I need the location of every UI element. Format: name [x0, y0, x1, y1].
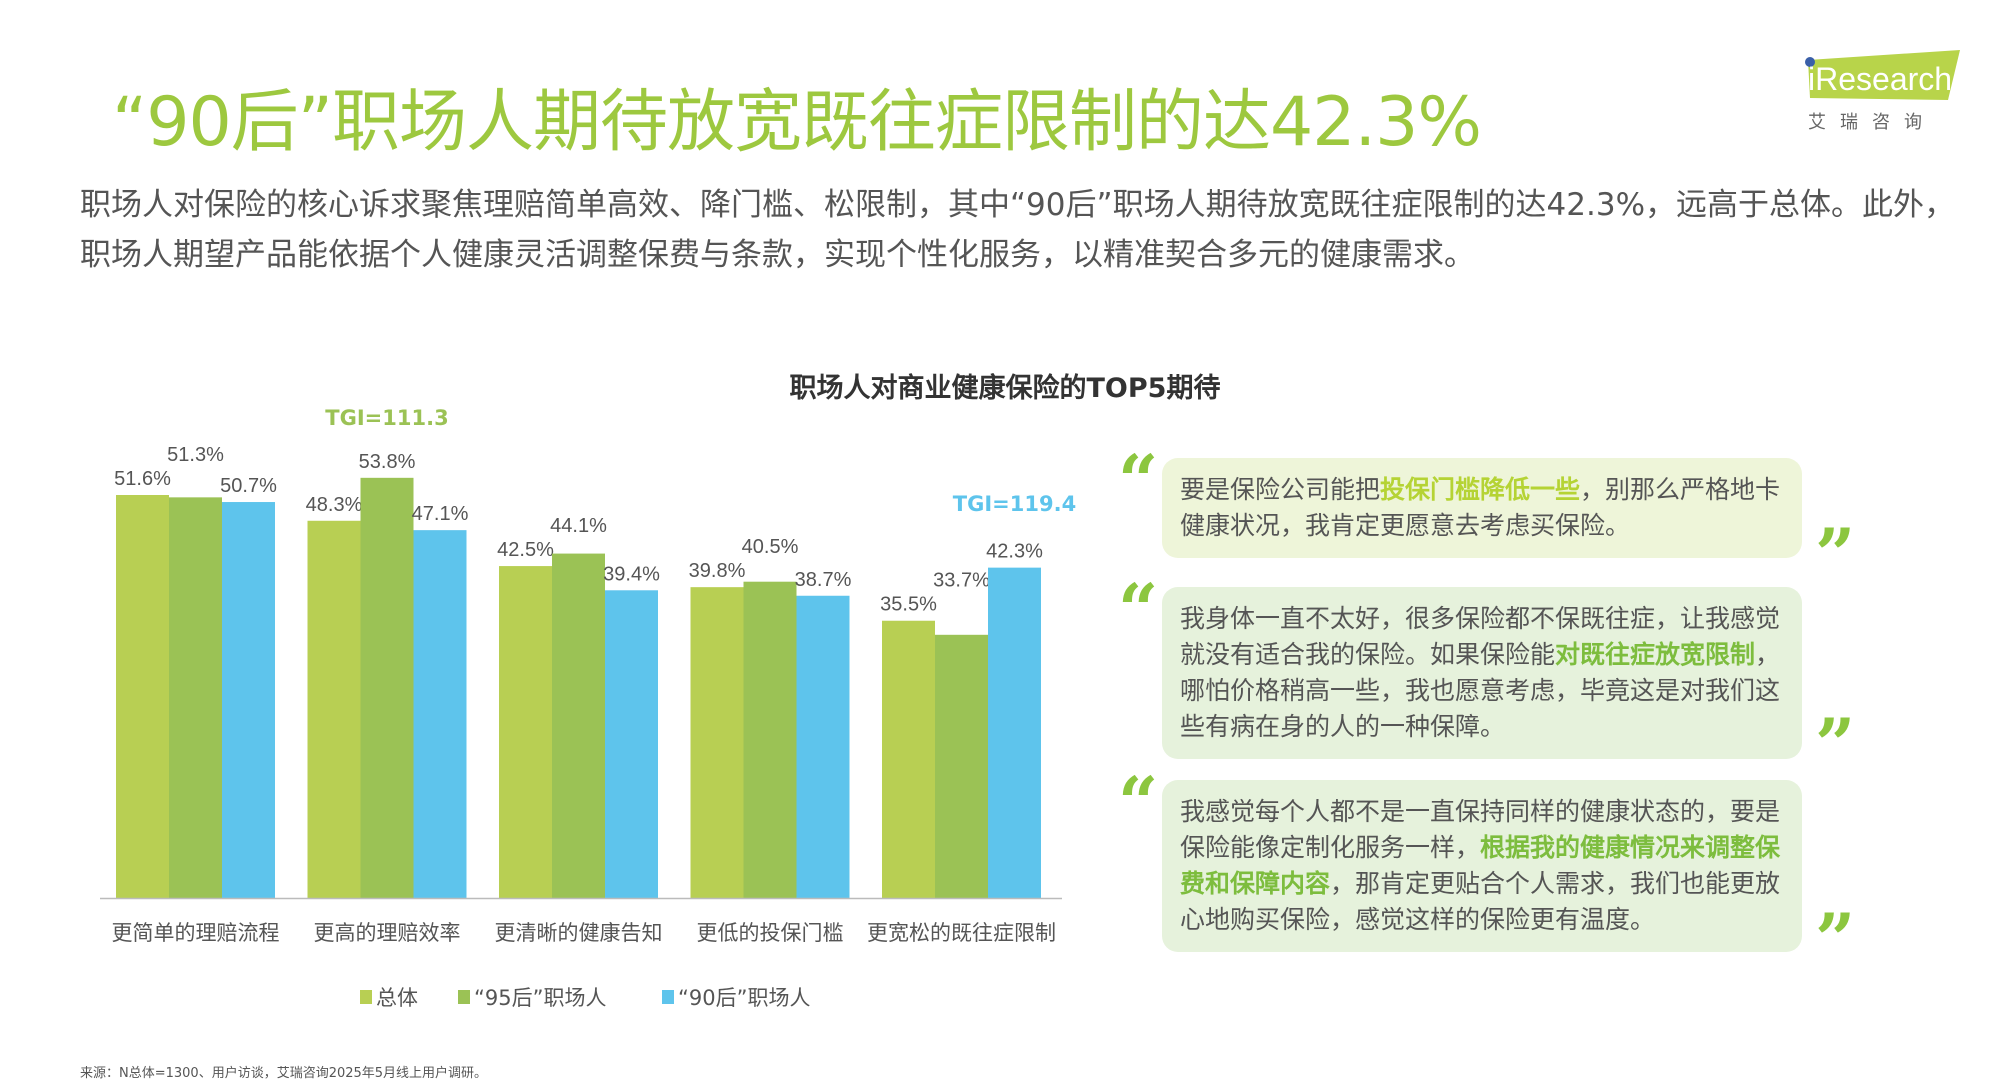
data-label: 38.7%	[795, 569, 852, 591]
data-label: 39.8%	[689, 560, 746, 582]
data-label: 50.7%	[220, 475, 277, 497]
bar	[360, 477, 414, 898]
quote-box: 要是保险公司能把投保门槛降低一些，别那么严格地卡健康状况，我肯定更愿意去考虑买保…	[1162, 458, 1802, 558]
category-label: 更高的理赔效率	[314, 921, 461, 945]
data-label: 33.7%	[933, 570, 990, 592]
quote-text: ，哪怕价格稍高一些，我也愿意考虑，毕竟这是对我们这些有病在身的人的一种保障。	[1180, 640, 1781, 741]
bar	[988, 567, 1041, 898]
category-label: 更宽松的既往症限制	[867, 921, 1056, 945]
quote-highlight: 对既往症放宽限制	[1555, 640, 1756, 669]
data-label: 42.3%	[986, 541, 1043, 563]
page-description: 职场人对保险的核心诉求聚焦理赔简单高效、降门槛、松限制，其中“90后”职场人期待…	[80, 187, 1956, 273]
data-label: 42.5%	[497, 539, 554, 561]
tgi-annotation: TGI=119.4	[953, 492, 1076, 516]
close-quote-icon: ”	[1815, 703, 1856, 786]
quote-box: 我身体一直不太好，很多保险都不保既往症，让我感觉就没有适合我的保险。如果保险能对…	[1162, 587, 1802, 759]
svg-text:iResearch: iResearch	[1808, 61, 1952, 97]
legend-label: 总体	[376, 986, 418, 1010]
category-label: 更简单的理赔流程	[112, 921, 280, 945]
legend-label: “90后”职场人	[678, 986, 810, 1010]
tgi-annotation: TGI=111.3	[325, 406, 448, 430]
bar	[499, 566, 552, 898]
bar	[307, 520, 361, 898]
quote-text: 我感觉每个人都不是一直保持同样的健康状态的，要是保险能像定制化服务一样，	[1180, 797, 1781, 862]
quote-text: 要是保险公司能把	[1180, 475, 1381, 504]
bar	[796, 595, 850, 898]
chart-title: 职场人对商业健康保险的TOP5期待	[789, 373, 1221, 404]
bar	[935, 634, 988, 898]
bar	[169, 497, 222, 898]
bar	[552, 553, 605, 898]
data-label: 35.5%	[880, 594, 937, 616]
bar	[690, 587, 744, 898]
bar	[413, 530, 467, 898]
close-quote-icon: ”	[1815, 513, 1856, 596]
quote-text: 我身体一直不太好，很多保险都不保既往症，让我感觉就没有适合我的保险。如果保险能	[1180, 604, 1781, 669]
data-label: 53.8%	[359, 451, 416, 473]
page-title: “90后”职场人期待放宽既往症限制的达42.3%	[112, 83, 1482, 162]
quote-highlight: 根据我的健康情况来调整保费和保障内容	[1180, 833, 1781, 898]
source-note: 来源：N总体=1300、用户访谈，艾瑞咨询2025年5月线上用户调研。	[80, 1066, 488, 1081]
open-quote-icon: “	[1118, 761, 1159, 844]
legend-swatch	[458, 990, 470, 1004]
legend-label: “95后”职场人	[474, 986, 606, 1010]
data-label: 39.4%	[603, 563, 660, 585]
bar	[882, 620, 935, 898]
close-quote-icon: ”	[1815, 898, 1856, 981]
data-label: 40.5%	[742, 536, 799, 558]
bar	[116, 495, 169, 898]
data-label: 48.3%	[306, 494, 363, 516]
data-label: 44.1%	[550, 515, 607, 537]
category-label: 更清晰的健康告知	[495, 921, 663, 945]
data-label: 51.6%	[114, 468, 171, 490]
iresearch-logo: iResearch 艾瑞咨询	[1800, 48, 1970, 142]
bar	[743, 581, 797, 898]
legend-swatch	[662, 990, 674, 1004]
quote-text: ，别那么严格地卡健康状况，我肯定更愿意去考虑买保险。	[1180, 475, 1781, 540]
quote-highlight: 投保门槛降低一些	[1380, 475, 1581, 504]
open-quote-icon: “	[1118, 439, 1159, 522]
data-label: 51.3%	[167, 444, 224, 466]
data-label: 47.1%	[412, 503, 469, 525]
legend-swatch	[360, 990, 372, 1004]
svg-text:艾瑞咨询: 艾瑞咨询	[1808, 112, 1936, 133]
category-label: 更低的投保门槛	[697, 921, 844, 945]
open-quote-icon: “	[1118, 568, 1159, 651]
quote-text: ，那肯定更贴合个人需求，我们也能更放心地购买保险，感觉这样的保险更有温度。	[1180, 869, 1781, 934]
bar	[605, 590, 658, 898]
bar-chart: 51.6%51.3% 50.7% 更简单的理赔流程 48.3% 53.8% 47.1% 更高…	[100, 406, 1076, 1010]
quote-box: 我感觉每个人都不是一直保持同样的健康状态的，要是保险能像定制化服务一样，根据我的…	[1162, 780, 1802, 952]
bar	[222, 502, 275, 898]
